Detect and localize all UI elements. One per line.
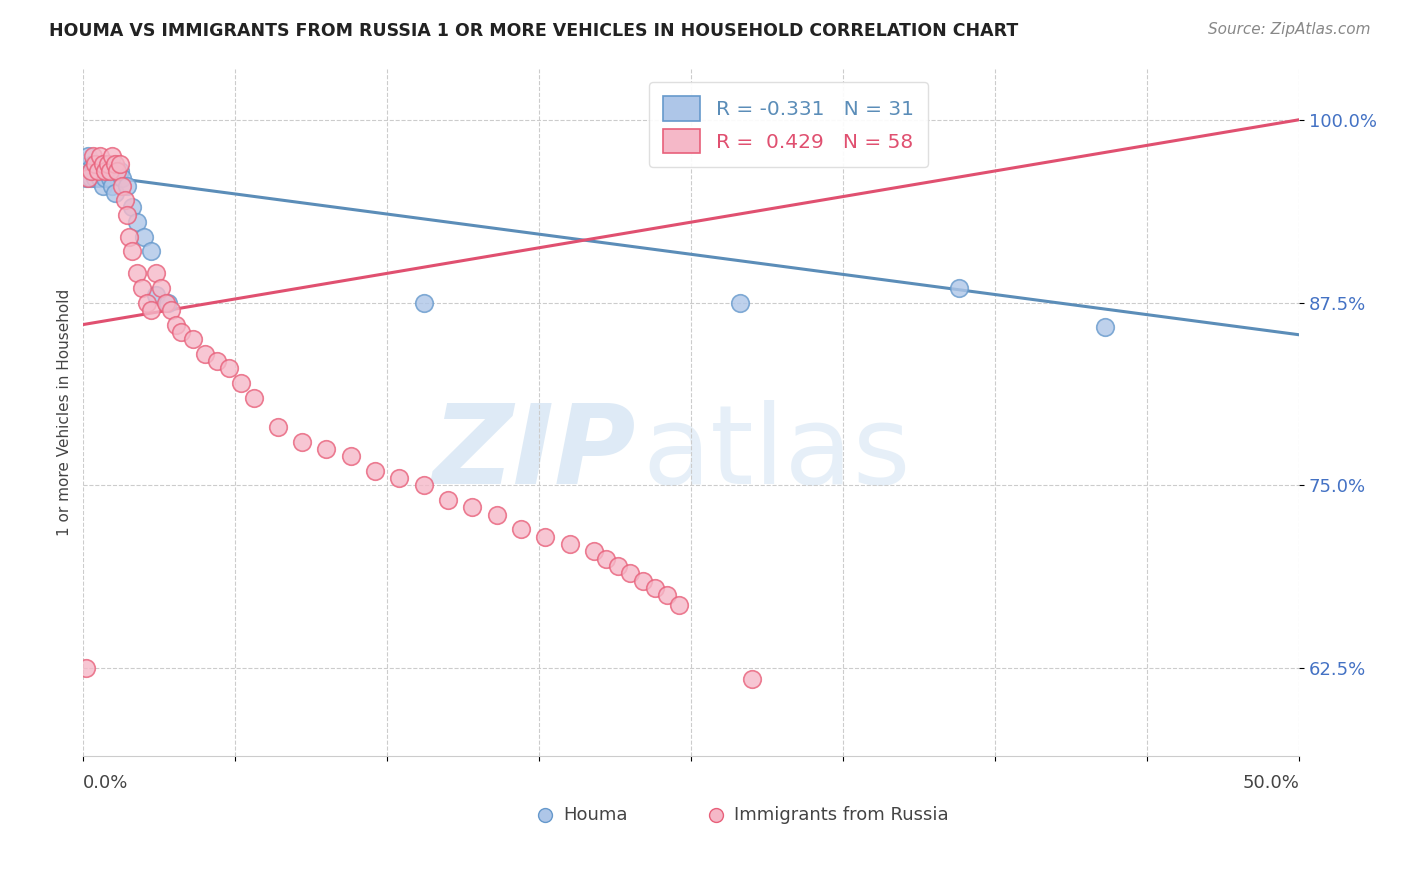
Point	[607, 558, 630, 573]
Point	[141, 302, 163, 317]
Point	[132, 229, 155, 244]
Point	[101, 178, 124, 193]
Text: Houma: Houma	[564, 805, 628, 823]
Point	[231, 376, 253, 390]
Point	[108, 156, 131, 170]
Point	[181, 332, 204, 346]
Point	[242, 391, 264, 405]
Text: 0.0%: 0.0%	[83, 773, 129, 792]
Point	[218, 361, 240, 376]
Point	[160, 302, 183, 317]
Point	[315, 442, 337, 456]
Point	[97, 156, 120, 170]
Point	[157, 295, 180, 310]
Point	[135, 295, 157, 310]
Point	[205, 354, 228, 368]
Point	[644, 581, 666, 595]
Point	[121, 244, 143, 259]
Point	[77, 171, 100, 186]
Point	[111, 178, 134, 193]
Point	[87, 164, 110, 178]
Point	[101, 149, 124, 163]
Point	[582, 544, 605, 558]
Point	[510, 522, 533, 536]
Point	[169, 325, 191, 339]
Point	[631, 574, 654, 588]
Point	[948, 281, 970, 295]
Point	[125, 266, 148, 280]
Point	[77, 149, 100, 163]
Point	[89, 171, 111, 186]
Point	[534, 530, 557, 544]
Point	[114, 193, 136, 207]
Point	[84, 171, 107, 186]
Point	[84, 164, 107, 178]
Point	[121, 201, 143, 215]
Point	[108, 164, 131, 178]
Point	[339, 449, 361, 463]
Point	[145, 288, 167, 302]
Point	[105, 164, 128, 178]
Text: HOUMA VS IMMIGRANTS FROM RUSSIA 1 OR MORE VEHICLES IN HOUSEHOLD CORRELATION CHAR: HOUMA VS IMMIGRANTS FROM RUSSIA 1 OR MOR…	[49, 22, 1018, 40]
Point	[98, 164, 121, 178]
Text: Source: ZipAtlas.com: Source: ZipAtlas.com	[1208, 22, 1371, 37]
Point	[75, 171, 97, 186]
Point	[131, 281, 153, 295]
Point	[97, 156, 120, 170]
Text: Immigrants from Russia: Immigrants from Russia	[734, 805, 949, 823]
Point	[89, 149, 111, 163]
Point	[485, 508, 508, 522]
Point	[91, 178, 114, 193]
Point	[94, 164, 117, 178]
Point	[104, 186, 127, 200]
Point	[194, 347, 217, 361]
Point	[91, 156, 114, 170]
Point	[741, 672, 763, 686]
Point	[165, 318, 187, 332]
Point	[558, 537, 581, 551]
Point	[364, 464, 387, 478]
Point	[619, 566, 641, 581]
Point	[461, 500, 484, 515]
Point	[84, 156, 107, 170]
Point	[125, 215, 148, 229]
Point	[79, 164, 101, 178]
Point	[291, 434, 314, 449]
Point	[115, 208, 138, 222]
Text: atlas: atlas	[643, 401, 911, 507]
Point	[1094, 320, 1116, 334]
Legend: R = -0.331   N = 31, R =  0.429   N = 58: R = -0.331 N = 31, R = 0.429 N = 58	[650, 82, 928, 168]
Point	[97, 164, 120, 178]
Point	[118, 229, 141, 244]
Point	[655, 588, 678, 602]
Point	[145, 266, 167, 280]
Point	[104, 156, 127, 170]
Point	[155, 295, 177, 310]
Point	[115, 178, 138, 193]
Point	[82, 156, 104, 170]
Point	[87, 156, 110, 170]
Point	[668, 599, 690, 613]
Point	[94, 171, 117, 186]
Point	[141, 244, 163, 259]
Point	[79, 164, 101, 178]
Point	[89, 164, 111, 178]
Point	[150, 281, 173, 295]
Point	[75, 661, 97, 675]
Point	[595, 551, 617, 566]
Point	[388, 471, 411, 485]
Point	[267, 420, 290, 434]
Text: 50.0%: 50.0%	[1243, 773, 1299, 792]
Point	[98, 171, 121, 186]
Point	[412, 478, 434, 492]
Point	[728, 295, 751, 310]
Y-axis label: 1 or more Vehicles in Household: 1 or more Vehicles in Household	[58, 289, 72, 536]
Point	[437, 493, 460, 508]
Text: ZIP: ZIP	[433, 401, 637, 507]
Point	[111, 171, 134, 186]
Point	[82, 149, 104, 163]
Point	[91, 156, 114, 170]
Point	[79, 171, 101, 186]
Point	[412, 295, 434, 310]
